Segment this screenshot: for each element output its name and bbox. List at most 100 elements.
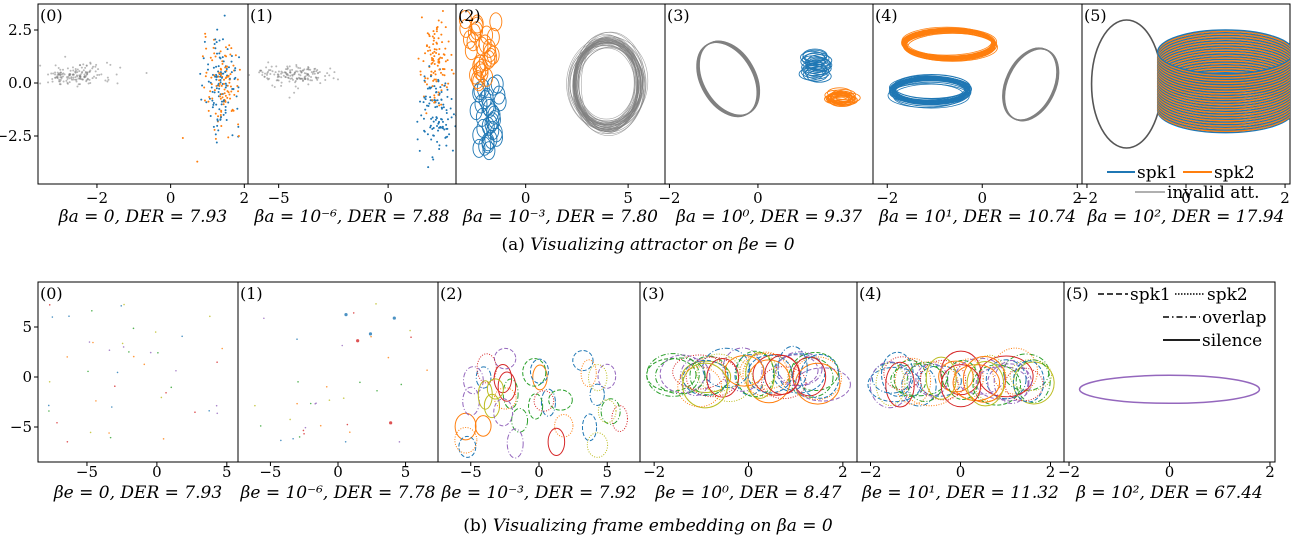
point-invalid bbox=[286, 65, 289, 68]
point-spk1 bbox=[209, 81, 212, 84]
point-invalid bbox=[51, 80, 54, 83]
point-spk2 bbox=[203, 99, 206, 102]
point-spk2 bbox=[431, 35, 434, 38]
point-invalid bbox=[310, 79, 313, 82]
point-invalid bbox=[282, 74, 285, 77]
point-spk1 bbox=[431, 116, 434, 119]
ellipse-frame bbox=[966, 361, 1005, 407]
point-invalid bbox=[267, 70, 270, 73]
point-frame bbox=[143, 363, 146, 366]
ellipse-frame bbox=[875, 362, 906, 407]
x-tick-label: 0 bbox=[956, 463, 966, 481]
panel-xlabel: βe = 10⁻³, DER = 7.92 bbox=[441, 483, 637, 503]
point-frame bbox=[122, 346, 125, 348]
point-spk1 bbox=[215, 65, 218, 68]
legend-label-spk1: spk1 bbox=[1130, 285, 1171, 305]
point-spk2 bbox=[203, 86, 206, 89]
point-invalid bbox=[274, 71, 277, 74]
point-invalid bbox=[273, 73, 276, 76]
point-spk1 bbox=[441, 127, 444, 130]
point-frame bbox=[356, 339, 360, 343]
point-spk2 bbox=[207, 100, 210, 103]
point-spk1 bbox=[211, 90, 214, 93]
point-spk2 bbox=[209, 56, 212, 59]
point-spk2 bbox=[428, 46, 431, 49]
point-invalid bbox=[329, 67, 332, 70]
point-spk1 bbox=[439, 126, 442, 129]
point-spk2 bbox=[208, 95, 211, 98]
point-frame bbox=[108, 349, 111, 352]
point-spk1 bbox=[429, 75, 432, 78]
ring-spk2 bbox=[904, 28, 996, 58]
point-spk1 bbox=[202, 57, 205, 60]
point-invalid bbox=[97, 68, 100, 71]
point-spk1 bbox=[429, 99, 432, 102]
point-frame bbox=[132, 327, 135, 330]
point-frame bbox=[123, 303, 125, 306]
point-spk2 bbox=[209, 90, 212, 93]
x-tick-label: −2 bbox=[876, 189, 898, 207]
point-invalid bbox=[277, 73, 280, 76]
panel-frame bbox=[664, 3, 874, 185]
point-invalid bbox=[307, 73, 310, 76]
point-spk1 bbox=[434, 106, 437, 109]
panel-xlabel: βa = 10¹, DER = 10.74 bbox=[878, 207, 1076, 227]
x-tick-label: 0 bbox=[383, 189, 393, 207]
point-invalid bbox=[85, 74, 88, 77]
point-spk1 bbox=[214, 133, 217, 136]
point-invalid bbox=[294, 85, 297, 88]
point-invalid bbox=[64, 55, 67, 58]
point-spk1 bbox=[225, 119, 228, 122]
point-invalid bbox=[47, 73, 50, 76]
point-invalid bbox=[145, 71, 148, 74]
ring-invalid bbox=[1004, 48, 1060, 122]
ellipse-frame bbox=[894, 357, 932, 405]
point-spk2 bbox=[447, 40, 450, 43]
point-spk1 bbox=[222, 99, 225, 102]
point-spk1 bbox=[216, 28, 219, 31]
point-frame bbox=[209, 315, 211, 318]
x-tick-label: 5 bbox=[602, 463, 612, 481]
point-spk2 bbox=[223, 82, 226, 85]
ring-invalid bbox=[575, 42, 639, 130]
point-spk2 bbox=[426, 32, 429, 35]
point-spk2 bbox=[440, 33, 443, 36]
ellipse-frame bbox=[885, 361, 915, 408]
point-invalid bbox=[291, 73, 294, 76]
point-invalid bbox=[275, 79, 278, 82]
point-invalid bbox=[86, 78, 89, 81]
point-spk1 bbox=[434, 87, 437, 90]
point-frame bbox=[368, 332, 373, 336]
point-spk2 bbox=[438, 47, 441, 50]
point-spk1 bbox=[199, 72, 202, 75]
ring-spk2 bbox=[904, 32, 996, 62]
x-tick-label: 0 bbox=[1165, 463, 1175, 481]
point-spk2 bbox=[223, 88, 226, 91]
point-spk1 bbox=[419, 100, 422, 103]
point-spk2 bbox=[433, 50, 436, 53]
point-spk2 bbox=[440, 21, 443, 24]
point-invalid bbox=[66, 67, 69, 70]
point-frame bbox=[108, 432, 110, 434]
panel-marks bbox=[1090, 19, 1290, 149]
point-invalid bbox=[288, 96, 291, 99]
point-invalid bbox=[54, 71, 57, 74]
point-spk1 bbox=[213, 43, 216, 46]
panel-frame bbox=[856, 281, 1065, 463]
point-frame bbox=[181, 335, 183, 338]
point-frame bbox=[114, 385, 116, 387]
ellipse-frame bbox=[871, 362, 912, 394]
panel-b-2: (2) −5 0 5 βe = 10⁻³, DER = 7.92 bbox=[437, 281, 641, 503]
point-spk2 bbox=[441, 73, 444, 76]
point-frame bbox=[370, 335, 372, 338]
point-frame bbox=[48, 304, 51, 306]
ring-invalid bbox=[574, 39, 643, 123]
ellipse-spk1 bbox=[472, 125, 486, 145]
point-invalid bbox=[328, 74, 331, 77]
ellipse-frame bbox=[572, 349, 594, 372]
point-invalid bbox=[291, 78, 294, 81]
point-invalid bbox=[39, 82, 42, 85]
ellipse-frame bbox=[696, 353, 741, 392]
point-spk1 bbox=[231, 134, 234, 137]
point-invalid bbox=[280, 72, 283, 75]
